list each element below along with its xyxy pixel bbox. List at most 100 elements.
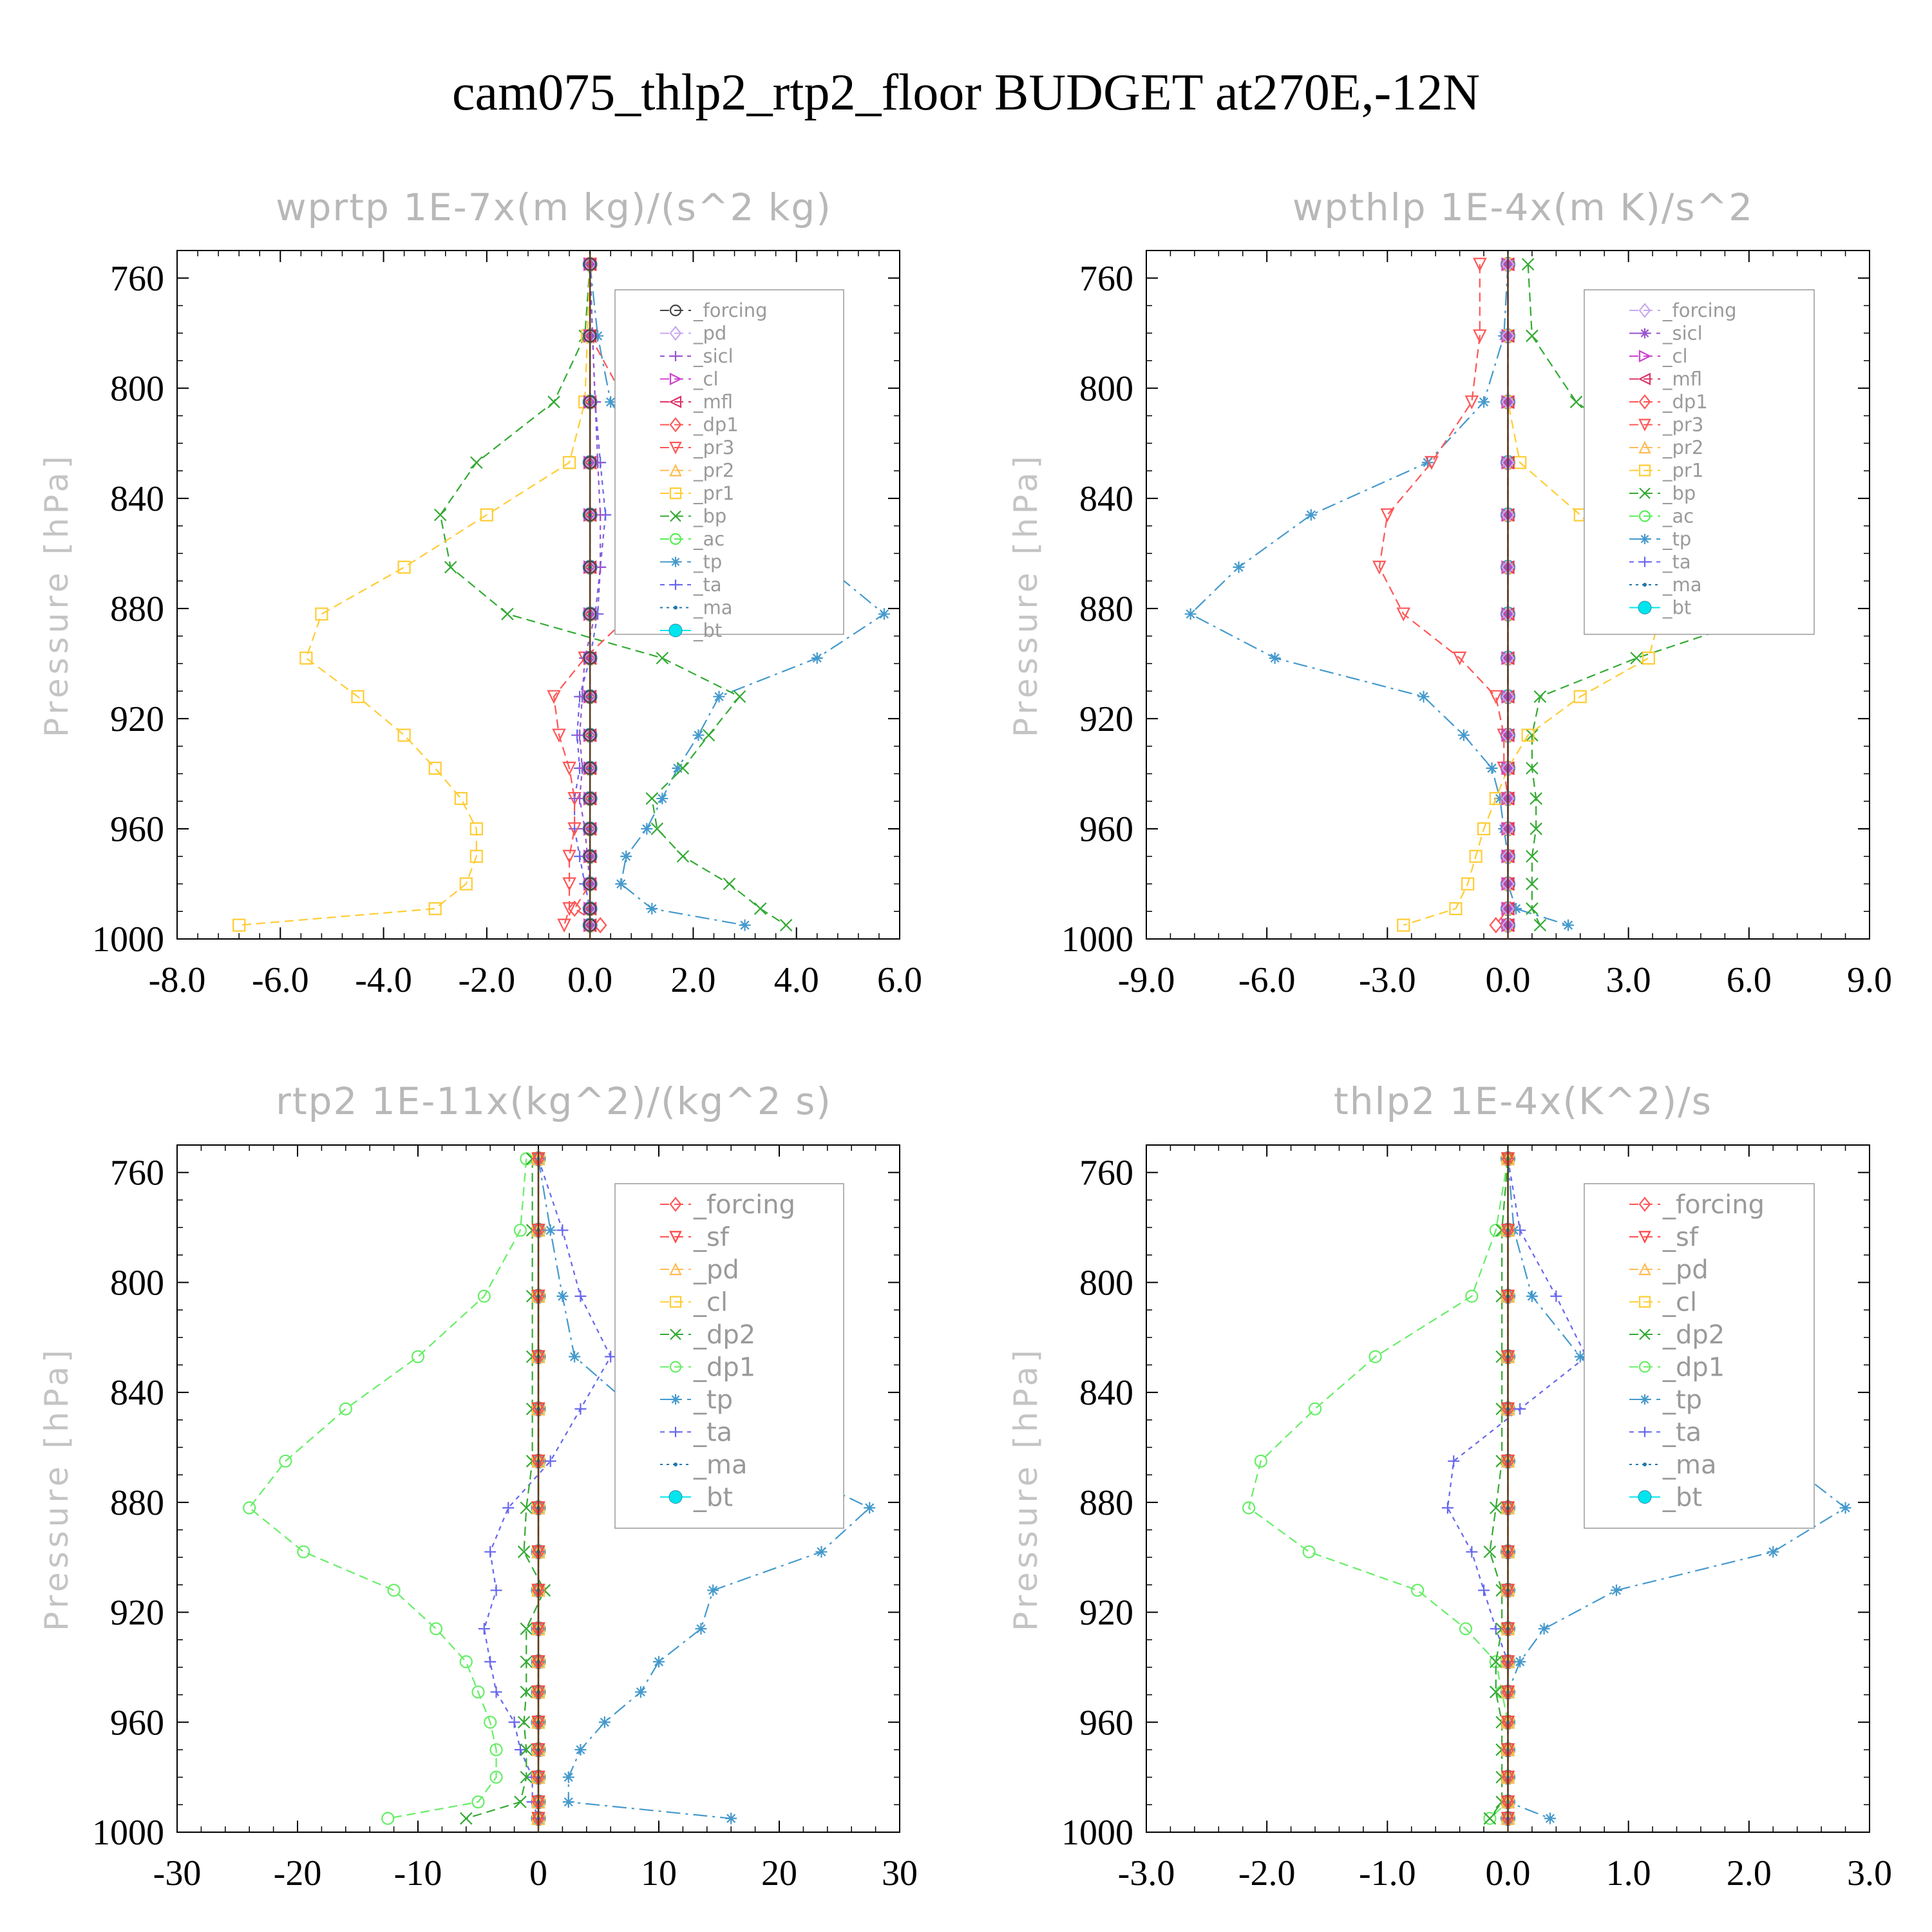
data-point	[1526, 762, 1539, 775]
data-point	[1425, 456, 1439, 470]
data-point	[576, 762, 589, 774]
data-point	[1640, 534, 1650, 544]
data-point	[1638, 510, 1651, 522]
data-point	[1397, 918, 1410, 932]
data-point	[669, 533, 682, 545]
data-point	[864, 1502, 876, 1514]
legend-label: _cl	[693, 1288, 728, 1318]
data-point	[779, 918, 793, 932]
legend-label: _sf	[693, 1223, 730, 1253]
y-tick-label: 880	[1079, 589, 1133, 629]
legend-label: _tp	[1662, 528, 1691, 550]
legend-label: _mfl	[693, 391, 733, 413]
legend-label: _tp	[693, 551, 722, 573]
data-point	[514, 1743, 526, 1756]
data-point	[1302, 1545, 1316, 1558]
data-point	[490, 1686, 502, 1698]
data-point	[557, 918, 571, 933]
figure-title: cam075_thlp2_rtp2_floor BUDGET at270E,-1…	[452, 64, 1480, 121]
x-tick-label: -10	[394, 1853, 442, 1893]
data-point	[315, 607, 328, 621]
data-point	[672, 762, 684, 774]
legend-label: _bt	[693, 620, 722, 641]
data-point	[1643, 583, 1647, 587]
data-point	[669, 1262, 682, 1276]
data-point	[1459, 1622, 1473, 1636]
data-point	[1573, 690, 1587, 703]
data-point	[592, 457, 604, 469]
legend-label: _pr1	[693, 482, 734, 504]
y-tick-label: 760	[1079, 1153, 1133, 1193]
data-point	[1449, 902, 1463, 916]
data-point	[723, 877, 736, 891]
data-point	[634, 1686, 647, 1698]
data-point	[477, 1289, 491, 1303]
y-tick-label: 960	[110, 810, 164, 849]
data-point	[1642, 651, 1655, 665]
data-point	[490, 1584, 502, 1596]
x-tick-label: 10	[641, 1853, 677, 1893]
data-point	[552, 728, 566, 743]
legend-label: _cl	[1662, 1288, 1697, 1318]
data-point	[1411, 1584, 1425, 1597]
data-point	[411, 1350, 425, 1363]
data-point	[1521, 258, 1535, 271]
x-tick-label: 6.0	[1727, 960, 1772, 1000]
y-axis-label: Pressure [hPa]	[1007, 1346, 1045, 1631]
data-point	[544, 1455, 556, 1467]
y-axis-label: Pressure [hPa]	[1007, 452, 1045, 737]
data-point	[1574, 1350, 1586, 1363]
data-point	[1368, 1350, 1382, 1363]
legend: _forcing_sf_pd_cl_dp2_dp1_tp_ta_ma_bt	[614, 1183, 844, 1529]
data-point	[815, 1546, 828, 1558]
series-tp	[1184, 258, 1575, 931]
legend-label: _ma	[1662, 1450, 1716, 1480]
data-point	[484, 1656, 497, 1668]
data-point	[1514, 1403, 1526, 1415]
data-point	[489, 1743, 503, 1757]
series-line	[1247, 1159, 1509, 1819]
legend-label: _sicl	[1662, 323, 1703, 345]
data-point	[1308, 1402, 1322, 1416]
x-tick-label: 1.0	[1606, 1853, 1651, 1893]
data-point	[387, 1584, 401, 1597]
y-tick-label: 760	[110, 1153, 164, 1193]
data-point	[459, 877, 473, 891]
series-ta	[478, 1153, 617, 1824]
data-point	[656, 652, 669, 665]
data-point	[471, 1795, 485, 1809]
data-point	[670, 580, 681, 590]
data-point	[1184, 608, 1197, 620]
data-point	[520, 1770, 533, 1784]
y-tick-label: 840	[1079, 1373, 1133, 1413]
legend-label: _bt	[1662, 597, 1691, 619]
y-tick-label: 1000	[92, 1813, 164, 1853]
legend-label: _bt	[1662, 1483, 1702, 1513]
legend-label: _mfl	[1662, 368, 1702, 390]
data-point	[428, 902, 442, 916]
legend-label: _cl	[693, 368, 719, 390]
data-point	[297, 1545, 310, 1558]
legend-label: _pr3	[1662, 414, 1703, 436]
data-point	[1639, 1329, 1651, 1340]
x-tick-label: 0.0	[1486, 960, 1531, 1000]
data-point	[753, 902, 767, 915]
data-point	[484, 1716, 497, 1729]
data-point	[1483, 1812, 1497, 1825]
data-point	[1610, 1584, 1622, 1596]
legend-label: _ma	[1662, 574, 1702, 596]
y-tick-label: 840	[110, 479, 164, 519]
y-tick-label: 800	[1079, 369, 1133, 409]
data-point	[1372, 560, 1387, 575]
data-point	[1544, 1812, 1557, 1824]
data-point	[562, 1771, 574, 1783]
data-point	[1490, 1501, 1502, 1515]
x-tick-label: 0.0	[1486, 1853, 1531, 1893]
data-point	[1473, 329, 1487, 344]
data-point	[1441, 1502, 1454, 1514]
data-point	[1242, 1501, 1256, 1515]
data-point	[1233, 561, 1245, 573]
data-point	[454, 791, 468, 806]
y-tick-label: 880	[110, 589, 164, 629]
